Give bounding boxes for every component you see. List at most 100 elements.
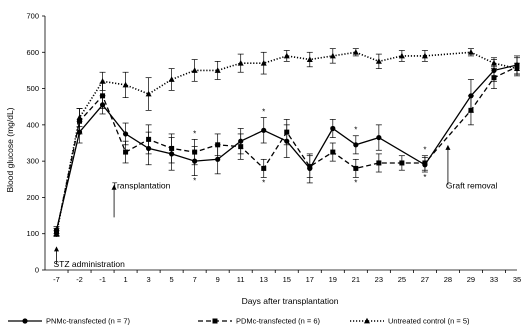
x-tick-label: 33 [490, 275, 498, 284]
y-tick-label: 300 [26, 157, 39, 166]
data-point [514, 65, 520, 72]
x-tick-label: 21 [352, 275, 360, 284]
data-point [99, 78, 106, 84]
data-point [122, 131, 129, 137]
data-point [238, 144, 244, 150]
significance-mark: * [423, 173, 426, 182]
legend-marker [22, 318, 28, 324]
data-point [215, 142, 221, 148]
x-tick-label: 35 [513, 275, 521, 284]
data-point [123, 149, 129, 155]
data-point [467, 49, 474, 55]
legend-label: PDMc-transfected (n = 6) [236, 317, 320, 326]
data-point [329, 52, 336, 59]
x-tick-label: 11 [237, 275, 245, 284]
x-tick-label: 3 [147, 275, 151, 284]
x-axis-ticks: -7 -2 -1 1 3 5 7 9 11 13 15 17 19 21 23 25 27 28 29 33 35 [53, 270, 521, 284]
data-point [468, 107, 474, 113]
data-point [261, 127, 267, 133]
x-tick-label: 5 [170, 275, 174, 284]
data-point [306, 56, 313, 62]
annotation-arrow-head [54, 246, 60, 252]
data-point [398, 52, 405, 59]
axes [44, 16, 517, 271]
data-point [215, 156, 221, 162]
data-point [76, 114, 83, 120]
x-tick-label: 15 [283, 275, 291, 284]
x-tick-label: 19 [329, 275, 337, 284]
legend: PNMc-transfected (n = 7) PDMc-transfected… [8, 317, 470, 326]
data-point [284, 129, 290, 135]
y-tick-label: 400 [26, 120, 39, 129]
data-point [330, 125, 336, 132]
x-tick-label: 7 [193, 275, 197, 284]
x-tick-label: -2 [76, 275, 83, 284]
data-point [145, 90, 152, 97]
significance-mark: * [193, 177, 196, 186]
y-tick-label: 100 [26, 229, 39, 238]
x-tick-label: -1 [99, 275, 106, 284]
annotation-label: Graft removal [446, 180, 498, 190]
data-point [192, 149, 198, 155]
data-point [307, 164, 313, 170]
data-point [491, 75, 497, 81]
data-point [352, 49, 359, 55]
x-tick-label: 13 [260, 275, 268, 284]
y-tick-label: 600 [26, 48, 39, 57]
data-point [353, 142, 359, 148]
x-tick-label: 1 [123, 275, 127, 284]
data-point [260, 59, 267, 66]
x-tick-label: 17 [306, 275, 314, 284]
data-point [421, 52, 428, 59]
significance-mark: * [354, 178, 357, 187]
data-point [283, 52, 290, 59]
data-point [422, 160, 428, 166]
significance-mark: * [423, 146, 426, 155]
data-point [399, 160, 405, 166]
x-tick-label: 25 [398, 275, 406, 284]
significance-mark: * [262, 108, 265, 117]
y-tick-label: 0 [35, 266, 39, 275]
data-point [376, 134, 382, 141]
data-point [122, 81, 129, 88]
data-point [237, 59, 244, 66]
y-tick-label: 200 [26, 193, 39, 202]
data-point [169, 145, 175, 151]
data-point [53, 230, 60, 237]
data-point [261, 165, 267, 171]
data-point [168, 76, 175, 82]
y-axis-ticks: 0 100 200 300 400 500 600 700 [26, 12, 45, 275]
series-layer [53, 48, 520, 237]
annotation-arrow-head [111, 184, 117, 190]
significance-mark: * [262, 178, 265, 187]
x-tick-label: 9 [216, 275, 220, 284]
x-tick-label: -7 [53, 275, 60, 284]
x-tick-label: 28 [444, 275, 452, 284]
x-tick-label: 27 [421, 275, 429, 284]
data-point [191, 67, 198, 73]
y-tick-label: 500 [26, 84, 39, 93]
series-line [55, 66, 518, 233]
y-axis-label: Blood glucose (mg/dL) [5, 107, 15, 192]
data-point [214, 67, 221, 73]
legend-label: Untreated control (n = 5) [388, 317, 470, 326]
x-axis-label: Days after transplantation [242, 296, 339, 306]
data-point [100, 93, 106, 99]
data-point [353, 165, 359, 171]
legend-marker [364, 317, 370, 324]
data-point [376, 160, 382, 166]
data-point [330, 149, 336, 155]
x-tick-label: 23 [375, 275, 383, 284]
legend-marker [212, 318, 218, 324]
data-point [490, 59, 497, 66]
data-point [375, 58, 382, 64]
annotation-arrow-head [445, 144, 451, 150]
x-tick-label: 29 [467, 275, 475, 284]
significance-mark: * [193, 129, 196, 138]
annotation-label: Transplantation [112, 180, 171, 190]
series-3 [53, 48, 520, 237]
data-point [146, 136, 152, 142]
annotation-label: STZ administration [54, 259, 126, 269]
